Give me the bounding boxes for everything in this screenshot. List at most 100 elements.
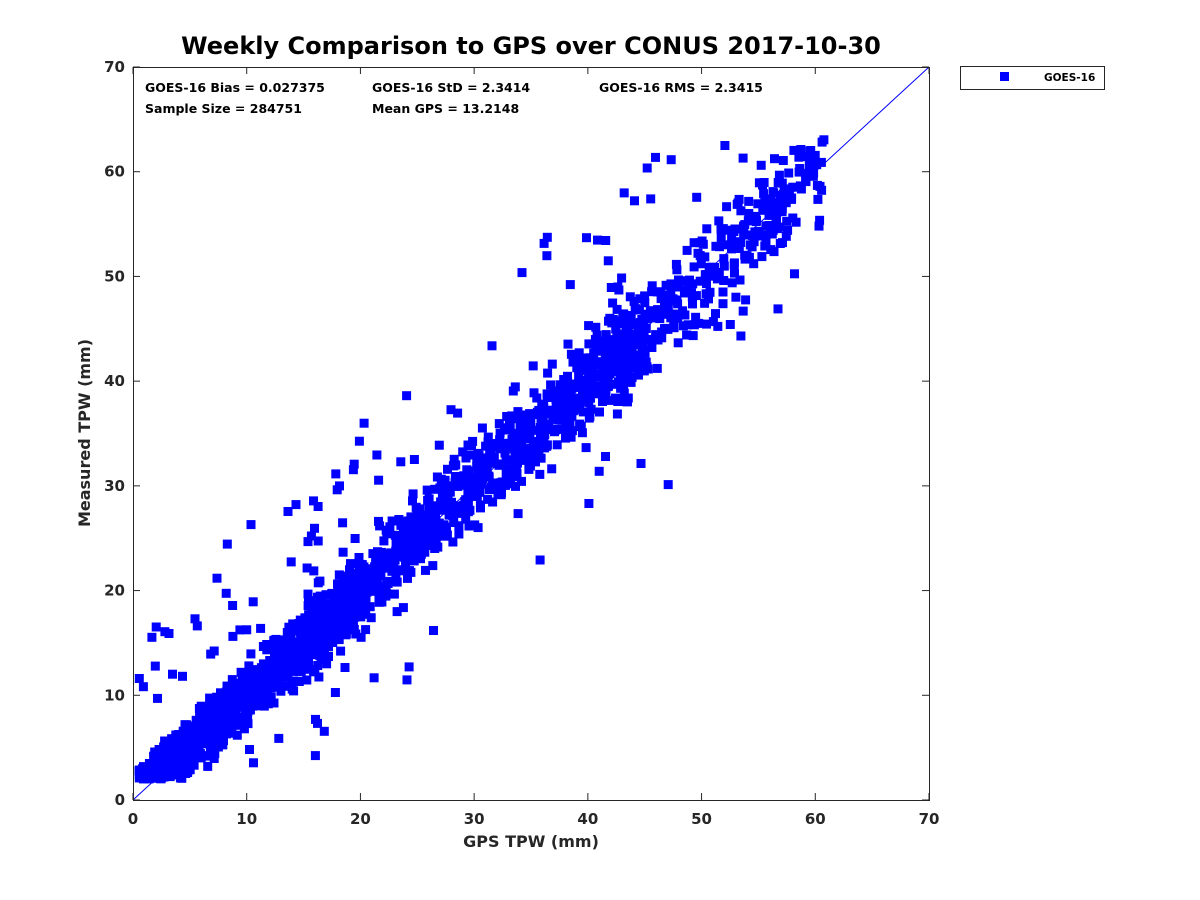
scatter-point <box>555 380 565 390</box>
scatter-point <box>332 589 342 599</box>
scatter-point <box>336 629 346 639</box>
scatter-point <box>593 235 602 245</box>
scatter-point <box>719 254 729 264</box>
scatter-point <box>741 295 751 305</box>
scatter-point <box>672 296 682 306</box>
x-tick-label: 60 <box>805 810 826 828</box>
scatter-point <box>270 640 280 650</box>
scatter-point <box>365 602 375 612</box>
scatter-point <box>488 482 498 492</box>
scatter-point <box>309 566 319 576</box>
scatter-point <box>602 354 612 364</box>
scatter-point <box>458 480 468 490</box>
scatter-point <box>601 390 611 400</box>
scatter-point <box>584 339 594 349</box>
scatter-point <box>517 441 527 451</box>
scatter-point <box>296 667 306 677</box>
scatter-point <box>463 477 473 487</box>
scatter-point <box>164 629 174 638</box>
scatter-point <box>446 405 456 415</box>
y-tick-label: 70 <box>104 58 125 76</box>
scatter-point <box>642 163 652 173</box>
scatter-point <box>729 227 739 237</box>
scatter-point <box>810 150 820 160</box>
scatter-point <box>350 534 360 543</box>
scatter-point <box>458 447 468 457</box>
scatter-point <box>729 260 739 270</box>
scatter-point <box>465 450 475 460</box>
scatter-point <box>366 613 376 623</box>
scatter-point <box>522 444 532 454</box>
scatter-point <box>150 661 160 671</box>
scatter-point <box>812 180 822 190</box>
scatter-point <box>454 521 464 531</box>
scatter-point <box>730 268 739 278</box>
scatter-point <box>718 224 728 234</box>
scatter-point <box>768 187 778 197</box>
scatter-point <box>618 310 628 320</box>
scatter-point <box>700 270 710 280</box>
scatter-point <box>689 238 699 248</box>
scatter-point <box>309 496 318 506</box>
scatter-point <box>312 638 322 648</box>
scatter-point <box>552 408 562 418</box>
scatter-point <box>244 679 253 689</box>
scatter-point <box>702 224 712 234</box>
scatter-point <box>514 434 524 444</box>
scatter-point <box>576 353 586 363</box>
scatter-point <box>283 507 293 516</box>
scatter-point <box>760 241 770 251</box>
scatter-point <box>372 450 382 460</box>
scatter-point <box>360 591 370 600</box>
scatter-point <box>501 468 511 478</box>
scatter-point <box>271 656 281 666</box>
scatter-point <box>398 566 407 576</box>
scatter-point <box>481 456 491 466</box>
scatter-point <box>575 419 585 429</box>
scatter-point <box>203 761 213 771</box>
scatter-point <box>634 305 644 315</box>
scatter-point <box>159 742 169 752</box>
scatter-point <box>291 500 301 510</box>
scatter-point <box>652 363 662 373</box>
scatter-point <box>264 676 274 686</box>
scatter-point <box>567 426 577 436</box>
scatter-point <box>405 546 415 556</box>
scatter-point <box>778 238 787 248</box>
scatter-point <box>586 393 595 403</box>
scatter-point <box>413 524 423 534</box>
scatter-point <box>185 736 195 746</box>
scatter-point <box>219 719 229 728</box>
scatter-point <box>567 411 577 421</box>
scatter-point <box>187 760 197 770</box>
scatter-point <box>561 433 570 443</box>
scatter-point <box>700 252 710 262</box>
scatter-point <box>138 682 148 692</box>
scatter-point <box>590 335 600 344</box>
scatter-point <box>645 334 655 344</box>
y-tick-label: 0 <box>115 791 125 809</box>
scatter-point <box>313 502 323 511</box>
scatter-point <box>232 694 242 704</box>
scatter-point <box>778 156 788 165</box>
x-tick-label: 10 <box>236 810 257 828</box>
scatter-point <box>355 570 365 580</box>
scatter-point <box>582 233 591 243</box>
scatter-point <box>700 298 710 308</box>
x-tick-label: 40 <box>577 810 598 828</box>
scatter-point <box>210 749 220 758</box>
scatter-point <box>584 499 594 508</box>
scatter-point <box>606 283 616 292</box>
scatter-point <box>251 691 261 701</box>
scatter-point <box>287 622 297 632</box>
scatter-point <box>701 276 711 286</box>
scatter-point <box>663 480 673 490</box>
scatter-point <box>525 434 535 444</box>
scatter-point <box>614 334 624 343</box>
scatter-point <box>464 466 474 476</box>
scatter-point <box>508 458 518 468</box>
scatter-point <box>784 168 794 178</box>
scatter-point <box>361 625 371 635</box>
scatter-point <box>572 398 582 408</box>
scatter-point <box>815 215 825 225</box>
